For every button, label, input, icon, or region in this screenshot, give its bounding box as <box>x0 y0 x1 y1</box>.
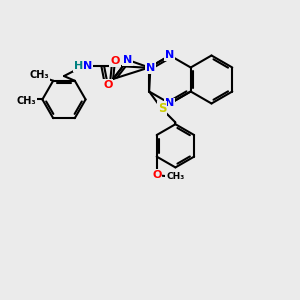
Text: N: N <box>146 63 155 73</box>
Text: CH₃: CH₃ <box>17 96 37 106</box>
Text: O: O <box>152 170 161 180</box>
Text: H: H <box>74 61 84 71</box>
Text: O: O <box>110 56 120 66</box>
Text: CH₃: CH₃ <box>166 172 184 181</box>
Text: N: N <box>165 98 175 109</box>
Text: O: O <box>103 80 112 90</box>
Text: N: N <box>123 55 132 65</box>
Text: N: N <box>165 50 175 61</box>
Text: N: N <box>83 61 93 71</box>
Text: CH₃: CH₃ <box>30 70 50 80</box>
Text: S: S <box>158 102 166 116</box>
